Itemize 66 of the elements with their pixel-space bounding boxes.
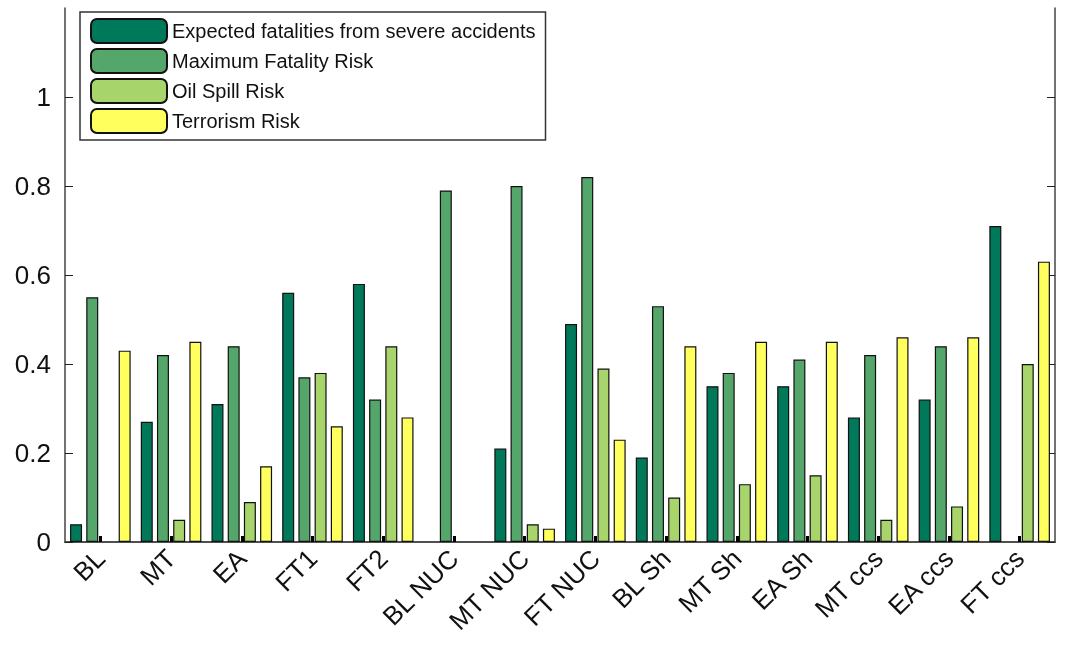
bar [967,337,980,542]
bar [880,519,893,542]
bar [581,177,594,542]
bar [635,457,648,542]
bar [934,346,947,542]
bar [809,475,822,542]
y-tick-label: 0 [36,527,51,557]
bar [227,346,240,542]
bar [189,341,202,542]
bar [864,355,877,542]
bar [1021,364,1034,542]
bar [542,528,555,542]
bar [369,399,382,542]
y-tick-label: 0.8 [14,171,51,201]
legend-label: Oil Spill Risk [172,80,286,102]
bar [918,399,931,542]
bar [651,306,664,542]
bar [314,372,327,542]
bar [777,386,790,542]
bar [282,292,295,542]
bar [722,372,735,542]
legend-label: Terrorism Risk [172,110,301,132]
bar [684,346,697,542]
y-tick-label: 0.6 [14,260,51,290]
bar [738,484,751,542]
bar [156,355,169,542]
bar [260,466,273,542]
y-tick-label: 0.4 [14,349,51,379]
x-tick-label: MT [133,543,182,592]
bar [565,323,578,542]
bar [298,377,311,542]
legend-label: Maximum Fatality Risk [172,50,375,72]
y-tick-label: 0.2 [14,438,51,468]
y-tick-label: 1 [36,82,51,112]
bar [211,404,224,542]
bar [951,506,964,542]
bar [613,439,626,542]
x-tick-label: EA [206,542,253,590]
bar [494,448,507,542]
bar [825,341,838,542]
bar [896,337,909,542]
bar [597,368,610,542]
x-tick-label: FT1 [269,543,324,598]
bar [510,186,523,542]
bar [706,386,719,542]
bar [330,426,343,542]
bar [989,226,1002,542]
x-tick-label: BL [67,543,111,588]
x-tick-label: FT2 [339,543,394,598]
bar [243,501,256,542]
bar [140,421,153,542]
bar [847,417,860,542]
legend-label: Expected fatalities from severe accidents [172,20,536,42]
bar [1037,261,1050,542]
bar [668,497,681,542]
bar [173,519,186,542]
bar [439,190,452,542]
bar [385,346,398,542]
bar [793,359,806,542]
bar [526,524,539,542]
bar [118,350,131,542]
bar [755,341,768,542]
bar [401,417,414,542]
bar [352,283,365,542]
bar [70,524,83,542]
bar [86,297,99,542]
